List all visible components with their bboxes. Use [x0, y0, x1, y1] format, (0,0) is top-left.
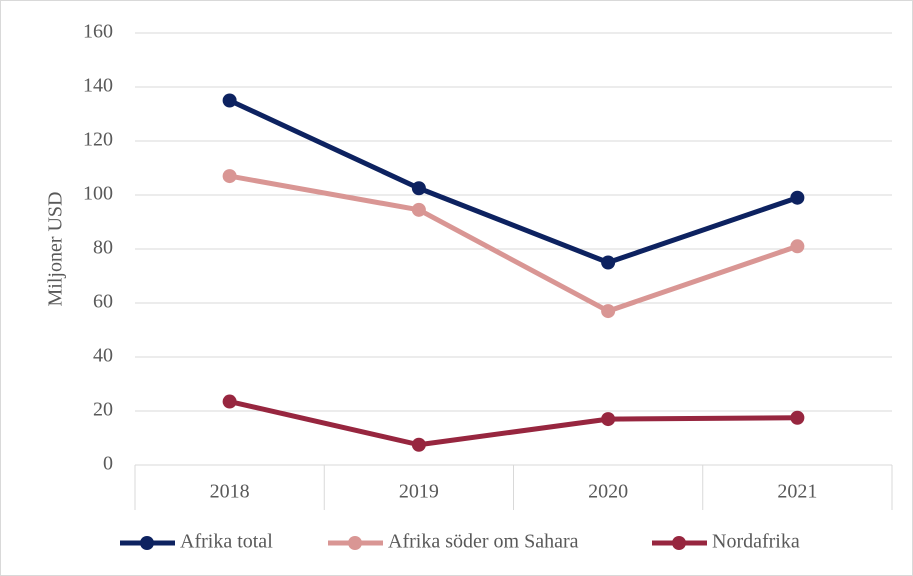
y-tick-label: 120: [83, 129, 113, 151]
y-tick-label: 160: [83, 21, 113, 43]
data-point: [222, 169, 237, 184]
data-point: [222, 93, 237, 108]
y-tick-label: 0: [103, 453, 113, 475]
data-point: [790, 410, 805, 425]
x-tick-label: 2018: [210, 481, 250, 503]
legend-marker: [672, 536, 686, 550]
data-point: [411, 202, 426, 217]
legend-label: Nordafrika: [712, 531, 800, 553]
data-point: [790, 190, 805, 205]
y-tick-label: 140: [83, 75, 113, 97]
y-tick-label: 40: [93, 345, 113, 367]
data-point: [601, 255, 616, 270]
y-tick-label: 100: [83, 183, 113, 205]
legend-label: Afrika total: [180, 531, 273, 553]
legend-marker: [348, 536, 362, 550]
data-point: [601, 304, 616, 319]
legend-label: Afrika söder om Sahara: [388, 531, 579, 553]
data-point: [411, 437, 426, 452]
x-tick-label: 2019: [399, 481, 439, 503]
y-tick-label: 60: [93, 291, 113, 313]
series-line: [229, 173, 799, 314]
data-point: [222, 394, 237, 409]
x-tick-label: 2021: [777, 481, 817, 503]
data-point: [790, 239, 805, 254]
series-line: [228, 98, 799, 265]
x-tick-label: 2020: [588, 481, 628, 503]
data-point: [601, 412, 616, 427]
legend-marker: [140, 536, 154, 550]
y-axis-label: Miljoner USD: [45, 192, 67, 307]
y-tick-label: 20: [93, 399, 113, 421]
series-line: [229, 399, 798, 448]
y-tick-label: 80: [93, 237, 113, 259]
data-point: [411, 181, 426, 196]
